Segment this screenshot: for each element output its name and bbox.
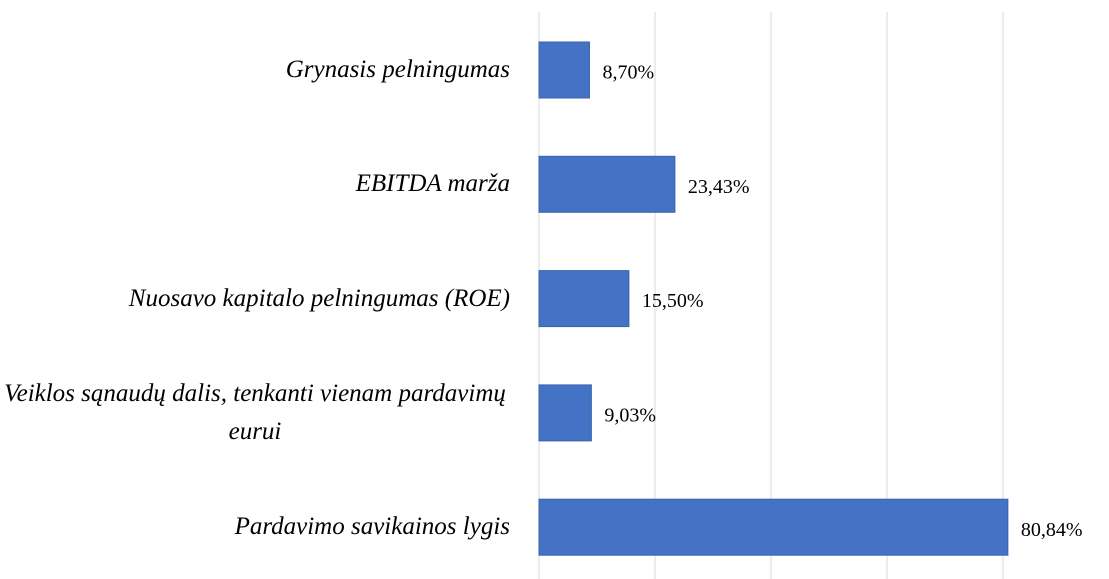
category-text: Pardavimo savikainos lygis (234, 513, 510, 541)
category-text: EBITDA marža (355, 170, 510, 198)
category-text: Veiklos sąnaudų dalis, tenkanti vienam p… (4, 379, 506, 445)
category-text: Grynasis pelningumas (285, 56, 510, 83)
category-label: Nuosavo kapitalo pelningumas (ROE) (0, 280, 510, 318)
value-label: 15,50% (642, 290, 704, 312)
category-label: Pardavimo savikainos lygis (0, 508, 510, 546)
value-label: 8,70% (602, 62, 654, 84)
category-label: Veiklos sąnaudų dalis, tenkanti vienam p… (0, 375, 510, 451)
bar (538, 384, 592, 442)
value-label: 80,84% (1021, 519, 1083, 541)
category-label: EBITDA marža (0, 165, 510, 203)
bar (538, 41, 590, 99)
bar (538, 270, 630, 328)
category-text: Nuosavo kapitalo pelningumas (ROE) (128, 284, 510, 312)
value-label: 9,03% (604, 404, 656, 426)
value-label: 23,43% (688, 176, 750, 198)
bar (538, 155, 676, 213)
category-label: Grynasis pelningumas (0, 51, 510, 89)
bar (538, 498, 1009, 556)
